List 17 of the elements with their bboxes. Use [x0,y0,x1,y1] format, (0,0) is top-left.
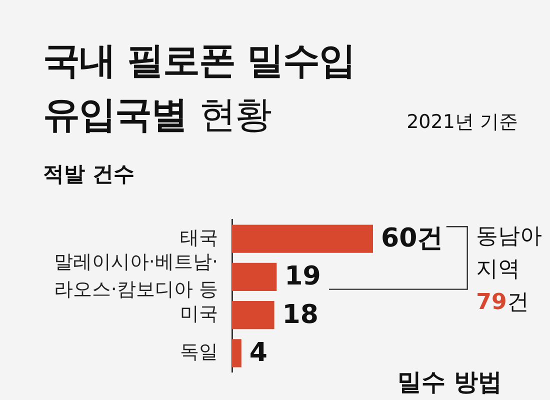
data-label: 19 [284,262,321,292]
y-tick-label: 말레이시아·베트남·라오스·캄보디아 등 [54,251,218,301]
bar [232,224,373,253]
data-label: 18 [282,300,318,330]
text: 동남아 지역 79건 [476,224,542,315]
x-axis-title: 적발 건수 [43,161,134,188]
bar [232,339,242,368]
data-label: 4 [249,338,268,368]
y-tick-label: 태국 [180,226,218,249]
bar [232,300,274,330]
y-tick-label: 독일 [180,341,218,364]
text: 밀수 방법 [398,367,502,398]
data-label: 60건 [381,224,444,254]
chart-title: 국내 필로폰 밀수입 유입국별 현황 [43,39,355,136]
text: 2021년 기준 [406,110,518,135]
bar [232,262,277,292]
y-tick-label: 미국 [180,302,218,325]
